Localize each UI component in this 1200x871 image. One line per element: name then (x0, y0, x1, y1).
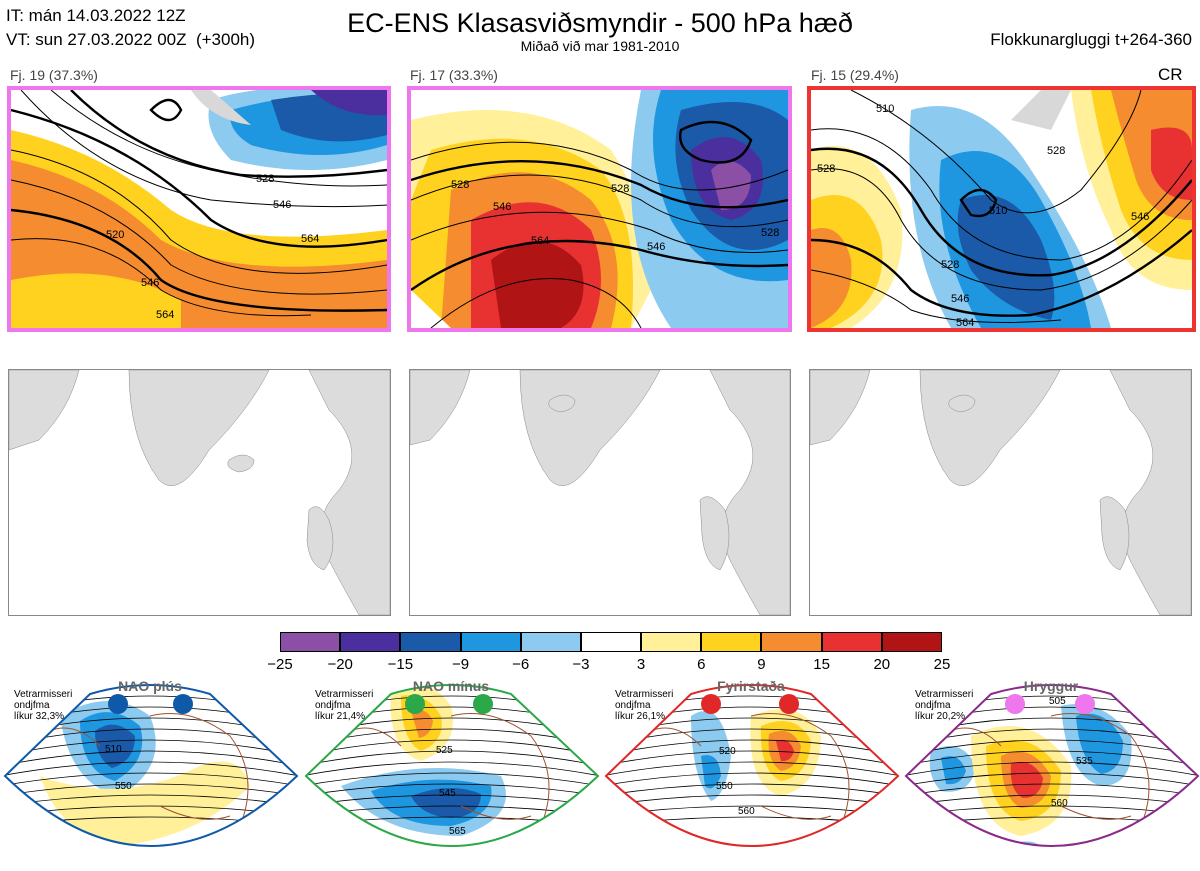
contour-label: 545 (439, 788, 456, 799)
contour-label: 550 (716, 781, 733, 792)
contour-label: 550 (115, 781, 132, 792)
contour-label: 510 (105, 744, 122, 755)
svg-text:546: 546 (141, 277, 159, 289)
contour-label: 565 (449, 826, 466, 837)
colorbar-tick-label: −3 (572, 656, 590, 673)
regime-name: Fyrirstaða (717, 678, 785, 694)
contour-label: 560 (738, 806, 755, 817)
regime-marker-dot (108, 694, 128, 714)
regime-fan-map: 510 550 (3, 684, 299, 847)
contour-label: 505 (1049, 696, 1066, 707)
valid-time: VT: sun 27.03.2022 00Z (+300h) (6, 30, 256, 49)
svg-text:546: 546 (647, 241, 665, 253)
regime-fan-map: 505 535 560 (904, 684, 1200, 847)
svg-text:546: 546 (951, 293, 969, 305)
cluster-map-2: 528 528 546 564 546 528 (407, 86, 792, 332)
regime-name: NAO mínus (412, 678, 490, 694)
svg-text:528: 528 (611, 183, 629, 195)
colorbar-tick-label: 3 (636, 656, 646, 673)
colorbar (280, 632, 942, 654)
svg-text:564: 564 (531, 235, 549, 247)
regime-name: NAO plús (118, 678, 182, 694)
panel-1-label: Fj. 19 (37.3%) (10, 67, 98, 83)
regime-probability: Vetrarmisseri ondjfma líkur 21,4% (315, 689, 374, 722)
colorbar-tick-label: −20 (327, 656, 353, 673)
colorbar-tick-label: 20 (873, 656, 891, 673)
regime-probability: Vetrarmisseri ondjfma líkur 20,2% (915, 689, 974, 722)
regime-marker-dot (779, 694, 799, 714)
regime-marker-dot (173, 694, 193, 714)
colorbar-segment (340, 632, 401, 652)
svg-text:528: 528 (817, 163, 835, 175)
regime-panel: 510 550 NAO plús Vetrarmisseri ondjfma líku… (0, 676, 300, 871)
colorbar-tick-label: 25 (933, 656, 951, 673)
svg-text:510: 510 (989, 205, 1007, 217)
regime-probability: Vetrarmisseri ondjfma líkur 26,1% (615, 689, 674, 722)
panel-2-label: Fj. 17 (33.3%) (410, 67, 498, 83)
svg-text:520: 520 (106, 229, 124, 241)
colorbar-tick-label: −25 (267, 656, 293, 673)
svg-text:528: 528 (256, 173, 274, 185)
regime-marker-dot (473, 694, 493, 714)
classification-window: Flokkunargluggi t+264-360 (990, 30, 1192, 49)
svg-text:528: 528 (941, 259, 959, 271)
colorbar-tick-label: 9 (757, 656, 766, 673)
regime-panel: 505 535 560 Hryggur Vetrarmisseri ondjfma lí… (901, 676, 1200, 871)
colorbar-tick-label: 15 (813, 656, 830, 673)
regime-marker-dot (701, 694, 721, 714)
regime-panel: 520 550 560 Fyrirstaða Vetrarmisseri ondjfma… (601, 676, 901, 871)
cluster-map-1: 528 546 520 564 546 564 (7, 86, 391, 332)
colorbar-tick-label: −15 (387, 656, 414, 673)
colorbar-segment (400, 632, 461, 652)
regime-name: Hryggur (1023, 678, 1079, 694)
colorbar-segment (580, 632, 642, 652)
regime-panel: 525 545 565 NAO mínus Vetrarmisseri ondjfma … (301, 676, 601, 871)
colorbar-segment (761, 632, 822, 652)
colorbar-segment (460, 632, 521, 652)
colorbar-tick-label: −9 (451, 656, 470, 673)
issue-time: IT: mán 14.03.2022 12Z (6, 6, 186, 25)
colorbar-segment (821, 632, 882, 652)
regime-marker-dot (1005, 694, 1025, 714)
svg-text:510: 510 (876, 103, 894, 115)
regime-probability: Vetrarmisseri ondjfma líkur 32,3% (14, 689, 73, 722)
svg-text:546: 546 (1131, 211, 1149, 223)
regime-marker-dot (405, 694, 425, 714)
svg-text:546: 546 (493, 201, 511, 213)
blank-map-3 (809, 369, 1192, 616)
svg-text:528: 528 (1047, 145, 1065, 157)
colorbar-segment (280, 632, 341, 652)
colorbar-ticks: −25 −20 −15 −9 −6 −3 3 6 9 15 20 25 (267, 656, 950, 674)
svg-text:564: 564 (301, 233, 319, 245)
contour-label: 520 (719, 746, 736, 757)
colorbar-segment (701, 632, 762, 652)
panel-3-tag: CR (1158, 65, 1183, 84)
svg-text:528: 528 (451, 179, 469, 191)
contour-label: 560 (1051, 798, 1068, 809)
panel-3-label: Fj. 15 (29.4%) (811, 67, 899, 83)
colorbar-segment (641, 632, 702, 652)
regime-fan-map: 525 545 565 (304, 684, 600, 847)
contour-label: 525 (436, 745, 453, 756)
regime-fan-map: 520 550 560 (604, 684, 900, 847)
colorbar-tick-label: −6 (512, 656, 530, 673)
chart-subtitle: Miðað við mar 1981-2010 (520, 38, 680, 54)
colorbar-tick-label: 6 (697, 656, 706, 673)
svg-text:564: 564 (156, 309, 174, 321)
svg-text:528: 528 (761, 227, 779, 239)
chart-title: EC-ENS Klasasviðsmyndir - 500 hPa hæð (347, 8, 853, 38)
colorbar-segment (520, 632, 581, 652)
blank-map-1 (8, 369, 391, 616)
cluster-map-3: 510 528 528 510 528 546 546 564 (807, 86, 1196, 332)
svg-text:564: 564 (956, 317, 974, 328)
svg-text:546: 546 (273, 199, 291, 211)
contour-label: 535 (1076, 756, 1093, 767)
regime-marker-dot (1075, 694, 1095, 714)
colorbar-segment (881, 632, 942, 652)
blank-map-2 (409, 369, 791, 616)
